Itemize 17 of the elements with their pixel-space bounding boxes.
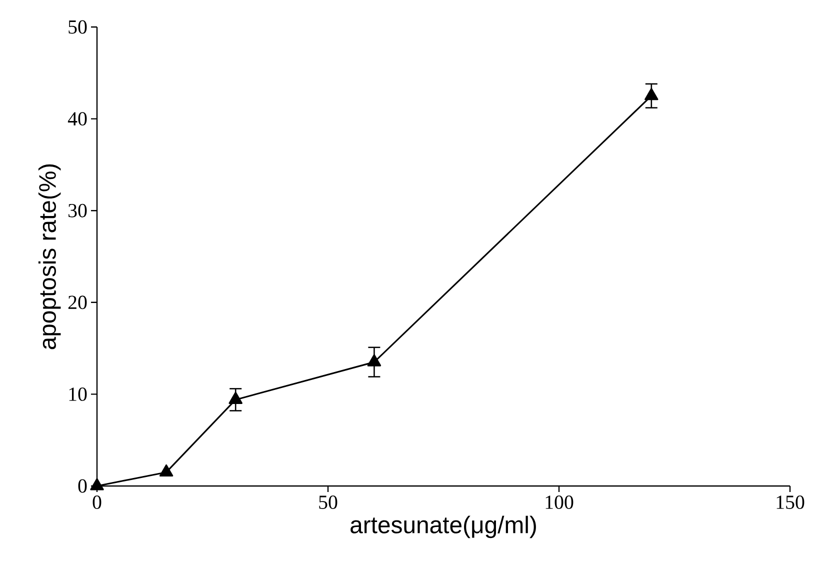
y-tick-label: 50 xyxy=(68,20,87,34)
y-tick-label: 20 xyxy=(68,296,87,310)
point xyxy=(159,464,174,477)
x-tick-label: 100 xyxy=(546,496,574,509)
y-tick-label: 40 xyxy=(68,112,87,126)
x-tick-label: 0 xyxy=(92,496,102,509)
y-tick-label: 30 xyxy=(68,204,87,218)
y-axis-title: apoptosis rate(%) xyxy=(38,164,61,350)
y-tick-label: 0 xyxy=(78,479,87,493)
y-tick-label: 10 xyxy=(69,387,87,401)
point xyxy=(644,88,658,100)
x-tick-label: 50 xyxy=(319,496,338,509)
point xyxy=(228,392,242,404)
point xyxy=(90,478,104,490)
x-tick-label: 150 xyxy=(776,496,804,509)
x-axis-title: artesunate(μg/ml) xyxy=(350,516,536,538)
point xyxy=(367,354,382,366)
